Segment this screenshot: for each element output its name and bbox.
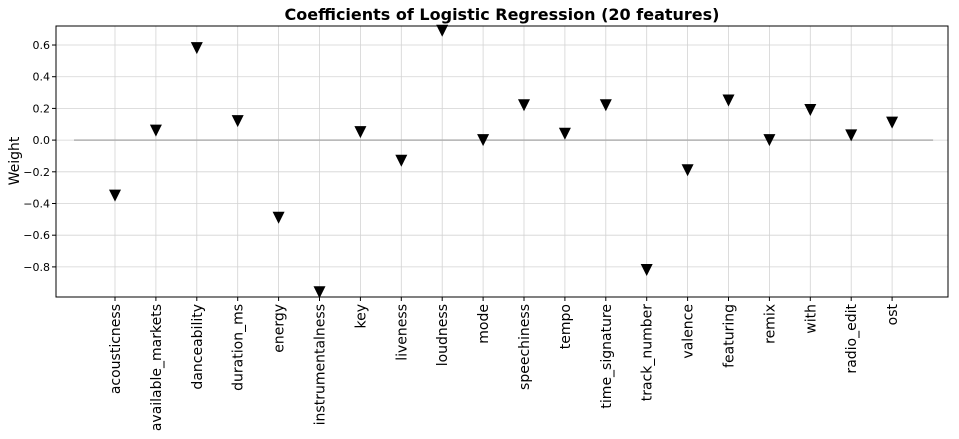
data-markers bbox=[109, 24, 899, 299]
y-tick-label: 0.0 bbox=[33, 134, 51, 147]
x-tick-label-energy: energy bbox=[272, 304, 288, 353]
data-point-valence bbox=[681, 164, 694, 177]
data-point-instrumentalness bbox=[313, 286, 326, 299]
data-point-speechiness bbox=[518, 99, 530, 112]
x-tick-label-valence: valence bbox=[681, 304, 697, 359]
y-tick-label: 0.6 bbox=[33, 39, 51, 52]
x-tick-label-remix: remix bbox=[762, 304, 778, 344]
x-tick-label-acousticness: acousticness bbox=[108, 304, 124, 394]
x-tick-label-duration_ms: duration_ms bbox=[231, 304, 247, 391]
x-tick-label-ost: ost bbox=[885, 304, 901, 326]
x-tick-label-mode: mode bbox=[476, 304, 492, 344]
x-tick-label-track_number: track_number bbox=[640, 304, 656, 402]
y-tick-label: 0.2 bbox=[33, 102, 51, 115]
data-point-liveness bbox=[395, 154, 408, 167]
y-axis-label: Weight bbox=[7, 136, 23, 185]
data-point-loudness bbox=[436, 24, 449, 37]
y-tick-label: −0.2 bbox=[23, 166, 50, 179]
data-point-featuring bbox=[722, 94, 735, 107]
data-point-with bbox=[804, 103, 817, 116]
data-point-time_signature bbox=[599, 99, 612, 112]
data-point-duration_ms bbox=[231, 115, 244, 128]
x-tick-label-liveness: liveness bbox=[394, 304, 410, 361]
x-tick-label-speechiness: speechiness bbox=[517, 304, 533, 390]
x-tick-label-radio_edit: radio_edit bbox=[844, 303, 860, 373]
x-ticks: acousticness available_markets danceabilit… bbox=[108, 297, 901, 431]
data-point-remix bbox=[763, 134, 776, 147]
x-tick-label-time_signature: time_signature bbox=[599, 304, 615, 409]
data-point-ost bbox=[886, 116, 899, 129]
x-tick-label-with: with bbox=[803, 304, 819, 334]
data-point-track_number bbox=[640, 264, 653, 277]
data-point-danceability bbox=[190, 42, 203, 55]
data-point-tempo bbox=[558, 127, 571, 140]
data-point-key bbox=[354, 126, 367, 139]
data-point-radio_edit bbox=[845, 129, 858, 142]
x-tick-label-key: key bbox=[353, 304, 369, 329]
data-point-available_markets bbox=[149, 124, 162, 137]
data-point-mode bbox=[477, 134, 490, 147]
x-tick-label-tempo: tempo bbox=[558, 304, 574, 349]
data-point-energy bbox=[272, 211, 285, 224]
data-point-acousticness bbox=[109, 189, 121, 202]
y-ticks: 0.6 0.4 0.2 0.0 −0.2 −0.4 −0.6 −0.8 bbox=[23, 39, 56, 274]
chart-title: Coefficients of Logistic Regression (20 … bbox=[285, 5, 720, 24]
y-tick-label: −0.6 bbox=[23, 229, 50, 242]
x-tick-label-instrumentalness: instrumentalness bbox=[313, 304, 329, 425]
x-tick-label-danceability: danceability bbox=[190, 304, 206, 390]
plot-frame bbox=[55, 25, 949, 298]
x-tick-label-available_markets: available_markets bbox=[149, 304, 165, 431]
x-tick-label-featuring: featuring bbox=[722, 304, 738, 368]
y-tick-label: −0.8 bbox=[23, 261, 50, 274]
y-tick-label: −0.4 bbox=[23, 197, 50, 210]
y-tick-label: 0.4 bbox=[33, 71, 51, 84]
x-tick-label-loudness: loudness bbox=[435, 304, 451, 366]
grid bbox=[56, 26, 948, 297]
